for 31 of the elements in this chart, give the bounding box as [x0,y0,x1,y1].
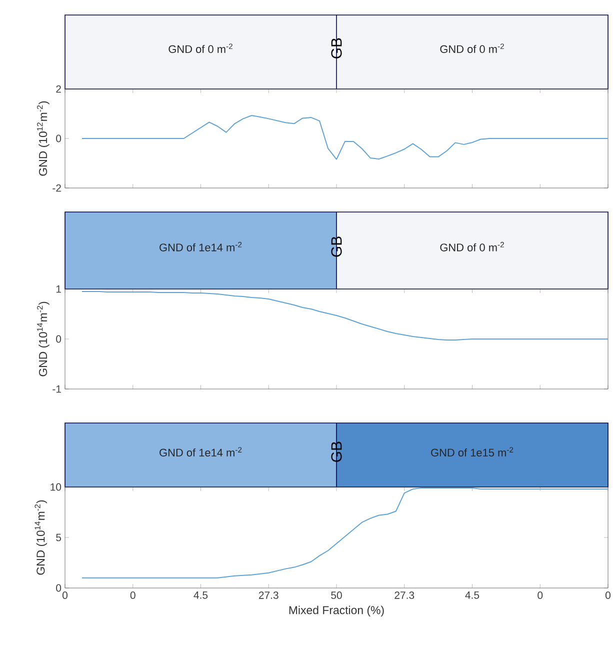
text: GND of 1e14 m$^{-2}$ [160,242,242,252]
x-tick-label: 0 [538,592,543,599]
x-tick-label: 4.5 [465,592,480,599]
x-axis-title: Mixed Fraction (%) [289,606,384,616]
y-tick-label: 5 [56,534,62,542]
y-tick-label: -1 [52,385,61,393]
text: GND of 0 m$^{-2}$ [168,44,232,54]
x-tick-label: 0 [130,592,136,599]
y-tick-label: -2 [52,184,61,192]
y-tick-label: 10 [50,483,62,491]
x-tick-label: 27.3 [394,592,414,599]
y-tick-label: 0 [56,134,62,142]
text: GB [331,38,342,58]
x-tick-label: 4.5 [194,592,208,599]
y-tick-label: 0 [56,584,62,592]
text: GB [331,442,342,462]
text: GB [331,236,342,257]
x-tick-label: 50 [331,592,342,599]
y-axis-title: GND (10$^{12}$m$^{-2}$) [37,101,50,176]
y-tick-label: 2 [56,85,61,93]
text: GND of 0 m$^{-2}$ [440,44,504,54]
y-axis-title: GND (10$^{14}$m$^{-2}$) [34,500,48,575]
text: GND of 0 m$^{-2}$ [440,242,504,252]
x-tick-label: 0 [605,592,610,599]
text: GND of 1e15 m$^{-2}$ [431,447,514,457]
x-tick-label: 27.3 [258,592,278,599]
y-tick-label: 1 [56,285,61,293]
y-tick-label: 0 [56,335,62,343]
y-axis-title: GND (10$^{14}$m$^{-2}$) [37,302,50,376]
text: GND of 1e14 m$^{-2}$ [160,447,242,457]
x-tick-label: 0 [62,592,68,599]
